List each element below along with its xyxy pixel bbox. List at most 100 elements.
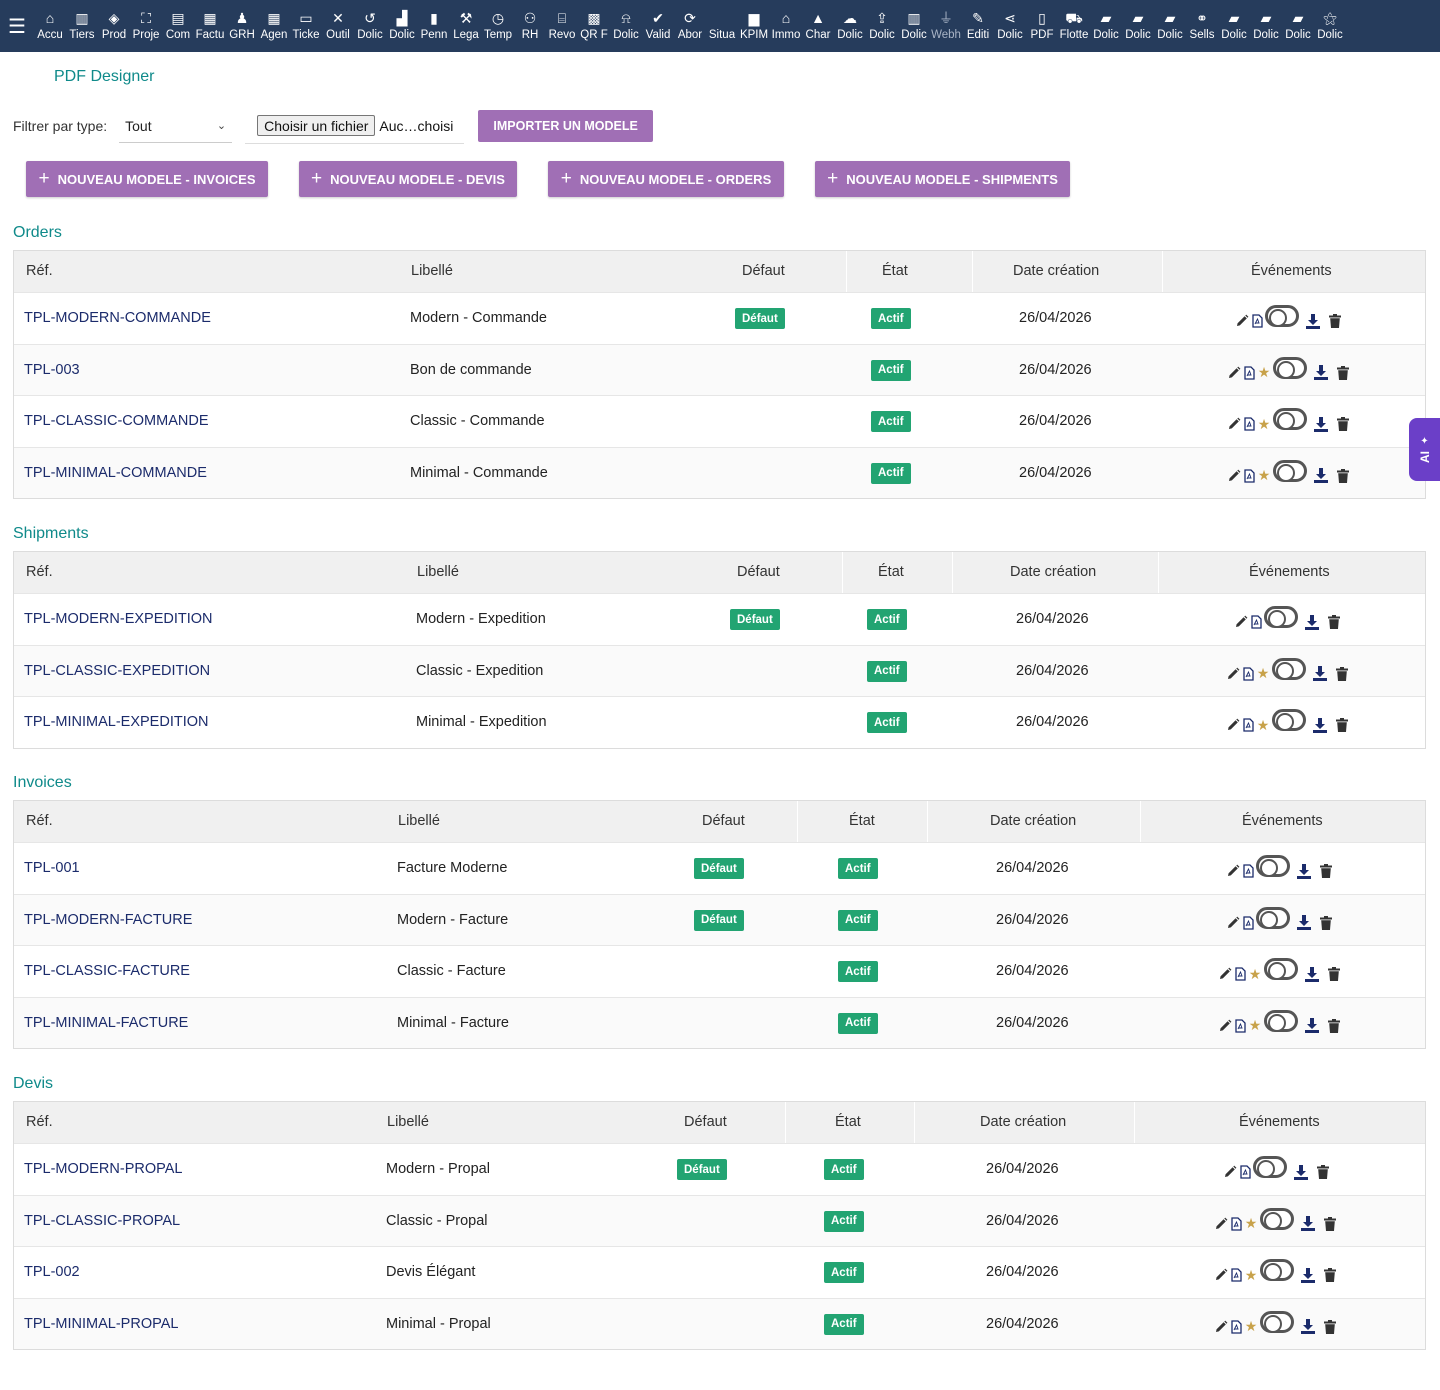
file-pdf-icon[interactable] — [1242, 913, 1254, 933]
template-ref-link[interactable]: TPL-003 — [24, 361, 80, 378]
file-pdf-icon[interactable] — [1242, 664, 1254, 684]
toggle-off-icon[interactable] — [1273, 408, 1307, 430]
menu-item-6[interactable]: ♟ GRH — [226, 0, 258, 52]
template-ref-link[interactable]: TPL-MINIMAL-PROPAL — [24, 1315, 179, 1332]
toggle-off-icon[interactable] — [1256, 855, 1290, 877]
download-icon[interactable] — [1303, 1016, 1321, 1036]
file-pdf-icon[interactable] — [1242, 861, 1254, 881]
toggle-off-icon[interactable] — [1265, 305, 1299, 327]
pencil-icon[interactable] — [1225, 715, 1240, 735]
menu-item-26[interactable]: ⇪ Dolic — [866, 0, 898, 52]
trash-icon[interactable] — [1319, 861, 1333, 881]
pencil-icon[interactable] — [1226, 363, 1241, 383]
template-ref-link[interactable]: TPL-MODERN-EXPEDITION — [24, 611, 213, 627]
menu-item-24[interactable]: ▲ Char — [802, 0, 834, 52]
menu-item-19[interactable]: ✔ Valid — [642, 0, 674, 52]
menu-item-21[interactable]: Situa — [706, 0, 738, 52]
trash-icon[interactable] — [1327, 612, 1341, 632]
download-icon[interactable] — [1299, 1317, 1317, 1337]
new-template-invoices-button[interactable]: + NOUVEAU MODELE - INVOICES — [26, 161, 268, 197]
pencil-icon[interactable] — [1217, 964, 1232, 984]
template-ref-link[interactable]: TPL-MINIMAL-EXPEDITION — [24, 714, 209, 730]
new-template-shipments-button[interactable]: + NOUVEAU MODELE - SHIPMENTS — [815, 161, 1070, 197]
star-icon[interactable]: ★ — [1257, 467, 1271, 483]
download-icon[interactable] — [1295, 861, 1313, 881]
menu-item-23[interactable]: ⌂ Immo — [770, 0, 802, 52]
toggle-off-icon[interactable] — [1272, 709, 1306, 731]
template-ref-link[interactable]: TPL-MODERN-PROPAL — [24, 1161, 183, 1177]
pencil-icon[interactable] — [1225, 664, 1240, 684]
new-template-orders-button[interactable]: + NOUVEAU MODELE - ORDERS — [548, 161, 784, 197]
toggle-off-icon[interactable] — [1256, 906, 1290, 929]
template-ref-link[interactable]: TPL-001 — [24, 860, 80, 876]
pencil-icon[interactable] — [1213, 1214, 1228, 1234]
menu-item-33[interactable]: ▰ Dolic — [1090, 0, 1122, 52]
pencil-icon[interactable] — [1213, 1317, 1228, 1337]
template-ref-link[interactable]: TPL-CLASSIC-COMMANDE — [24, 413, 209, 429]
toggle-off-icon[interactable] — [1260, 1310, 1294, 1333]
toggle-off-icon[interactable] — [1260, 1259, 1294, 1281]
menu-item-35[interactable]: ▰ Dolic — [1154, 0, 1186, 52]
file-pdf-icon[interactable] — [1234, 964, 1246, 984]
pencil-icon[interactable] — [1222, 1162, 1237, 1182]
file-pdf-icon[interactable] — [1230, 1317, 1242, 1337]
menu-item-18[interactable]: ⍾ Dolic — [610, 0, 642, 52]
pencil-icon[interactable] — [1217, 1016, 1232, 1036]
download-icon[interactable] — [1312, 414, 1330, 434]
download-icon[interactable] — [1299, 1214, 1317, 1234]
download-icon[interactable] — [1312, 363, 1330, 383]
template-ref-link[interactable]: TPL-CLASSIC-FACTURE — [24, 963, 190, 979]
menu-item-27[interactable]: ▥ Dolic — [898, 0, 930, 52]
pencil-icon[interactable] — [1233, 612, 1248, 632]
star-icon[interactable]: ★ — [1256, 665, 1270, 681]
star-icon[interactable]: ★ — [1248, 965, 1262, 982]
toggle-off-icon[interactable] — [1264, 1009, 1298, 1032]
trash-icon[interactable] — [1336, 466, 1350, 486]
menu-toggle-button[interactable]: ☰ — [8, 15, 26, 38]
new-template-devis-button[interactable]: + NOUVEAU MODELE - DEVIS — [299, 161, 517, 197]
menu-item-5[interactable]: ▦ Factu — [194, 0, 226, 52]
template-ref-link[interactable]: TPL-MINIMAL-COMMANDE — [24, 464, 207, 481]
toggle-off-icon[interactable] — [1273, 459, 1307, 482]
star-icon[interactable]: ★ — [1244, 1266, 1258, 1283]
trash-icon[interactable] — [1327, 1016, 1341, 1036]
menu-item-39[interactable]: ▰ Dolic — [1282, 0, 1314, 52]
template-ref-link[interactable]: TPL-CLASSIC-EXPEDITION — [24, 662, 211, 679]
menu-item-32[interactable]: ⛟ Flotte — [1058, 0, 1090, 52]
file-pdf-icon[interactable] — [1230, 1214, 1242, 1234]
menu-item-9[interactable]: ✕ Outil — [322, 0, 354, 52]
download-icon[interactable] — [1303, 964, 1321, 984]
star-icon[interactable]: ★ — [1244, 1215, 1258, 1231]
filter-type-select[interactable]: Tout ⌄ — [119, 109, 233, 143]
download-icon[interactable] — [1303, 612, 1321, 632]
trash-icon[interactable] — [1323, 1265, 1337, 1285]
trash-icon[interactable] — [1323, 1317, 1337, 1337]
ai-assistant-tab[interactable]: ✦ AI — [1409, 418, 1440, 481]
file-pdf-icon[interactable] — [1243, 363, 1255, 383]
menu-item-34[interactable]: ▰ Dolic — [1122, 0, 1154, 52]
menu-item-16[interactable]: ⌸ Revo — [546, 0, 578, 52]
template-ref-link[interactable]: TPL-002 — [24, 1264, 80, 1280]
toggle-off-icon[interactable] — [1260, 1207, 1294, 1230]
toggle-off-icon[interactable] — [1273, 356, 1307, 379]
menu-item-4[interactable]: ▤ Com — [162, 0, 194, 52]
menu-item-3[interactable]: ⛶ Proje — [130, 0, 162, 52]
template-ref-link[interactable]: TPL-MODERN-FACTURE — [24, 911, 193, 928]
file-pdf-icon[interactable] — [1243, 414, 1255, 434]
menu-item-12[interactable]: ▮ Penn — [418, 0, 450, 52]
menu-item-25[interactable]: ☁ Dolic — [834, 0, 866, 52]
star-icon[interactable]: ★ — [1244, 1318, 1258, 1334]
menu-item-13[interactable]: ⚒ Lega — [450, 0, 482, 52]
pencil-icon[interactable] — [1226, 466, 1241, 486]
menu-item-11[interactable]: ▟ Dolic — [386, 0, 418, 52]
menu-item-28[interactable]: ⏚ Webh — [930, 0, 962, 52]
download-icon[interactable] — [1299, 1265, 1317, 1285]
trash-icon[interactable] — [1328, 311, 1342, 331]
menu-item-7[interactable]: ▦ Agen — [258, 0, 290, 52]
file-pdf-icon[interactable] — [1251, 311, 1263, 331]
template-ref-link[interactable]: TPL-MODERN-COMMANDE — [24, 310, 211, 326]
pencil-icon[interactable] — [1226, 414, 1241, 434]
download-icon[interactable] — [1292, 1162, 1310, 1182]
choose-file-button[interactable]: Choisir un fichier — [257, 115, 376, 136]
trash-icon[interactable] — [1327, 964, 1341, 984]
